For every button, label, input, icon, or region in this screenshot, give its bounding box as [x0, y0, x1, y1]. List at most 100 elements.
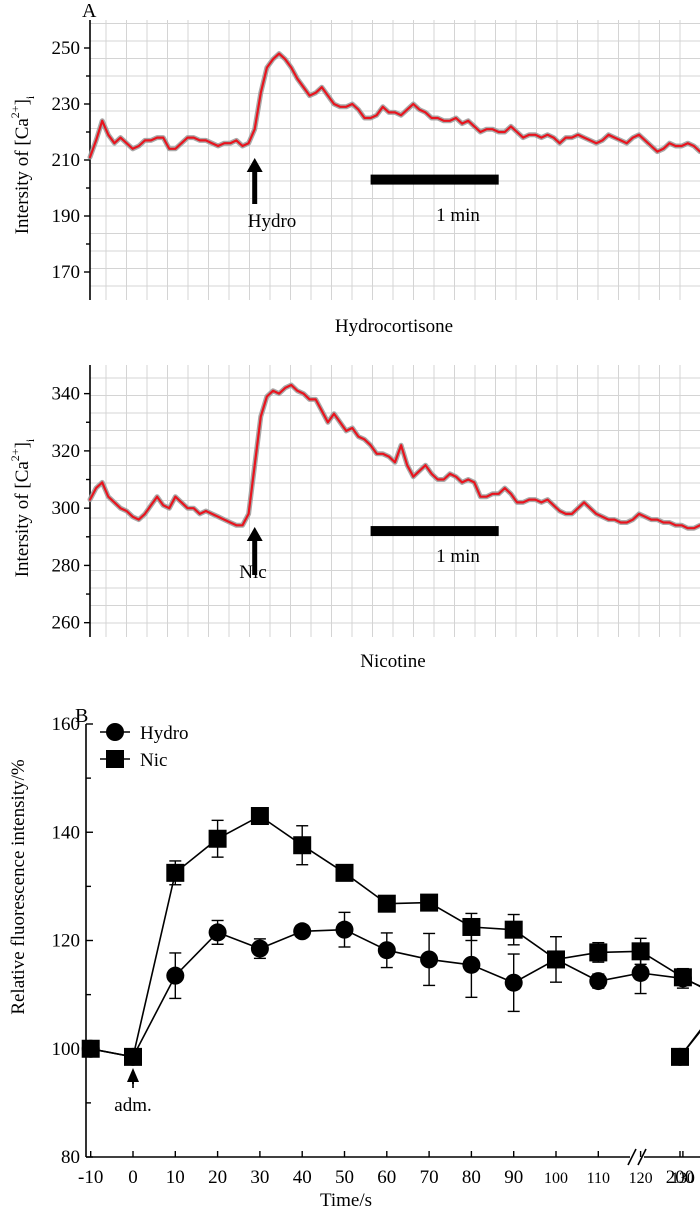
data-point — [293, 836, 312, 855]
data-point — [462, 955, 481, 974]
data-point — [504, 920, 523, 939]
data-point — [166, 863, 185, 882]
hydrocortisone-grid — [90, 20, 700, 300]
hydrocortisone-y-axis-label: Intersity of [Ca2+]i — [8, 95, 37, 234]
y-tick-label: 170 — [52, 262, 81, 283]
panel-label-b: B — [75, 705, 88, 727]
b-x-tick-label: 200 — [666, 1167, 695, 1188]
b-x-tick-label: 90 — [504, 1167, 523, 1188]
trace-line — [88, 383, 700, 530]
arrow-head — [246, 527, 263, 541]
b-y-tick-label: 140 — [52, 822, 81, 843]
b-x-tick-label: 70 — [420, 1167, 439, 1188]
y-tick-label: 190 — [52, 206, 81, 227]
data-point — [250, 939, 269, 958]
data-point — [335, 863, 354, 882]
data-point — [166, 966, 185, 985]
trace-shadow — [87, 382, 700, 531]
nicotine-grid — [90, 365, 700, 637]
arrow-shaft — [252, 170, 258, 204]
b-legend: Hydro Nic — [100, 723, 189, 771]
data-point — [631, 942, 650, 961]
b-x-tick-label: 110 — [587, 1170, 610, 1187]
b-x-tick-label: 30 — [250, 1167, 269, 1188]
data-point — [377, 894, 396, 913]
b-x-axis-label: Time/s — [320, 1190, 372, 1211]
data-point — [420, 950, 439, 969]
b-y-tick-label: 80 — [61, 1147, 80, 1168]
hydrocortisone-trace-panel: Intersity of [Ca2+]i 170 190 210 230 250 Hyd… — [8, 20, 700, 337]
nicotine-title: Nicotine — [360, 651, 425, 672]
arrow-shaft — [252, 539, 258, 575]
y-tick-label: 280 — [52, 555, 81, 576]
data-point — [377, 941, 396, 960]
axis-break-mark — [637, 1148, 647, 1166]
data-point — [547, 950, 565, 969]
data-point — [81, 1039, 100, 1058]
legend-marker — [106, 723, 124, 741]
b-y-axis-label: Relative fluorescence intensity/% — [8, 759, 29, 1015]
b-x-tick-label: 0 — [128, 1167, 138, 1188]
svg-text:Relative fluorescence intensit: Relative fluorescence intensity/% — [8, 759, 29, 1015]
nicotine-scale-bar — [370, 526, 499, 537]
y-tick-label: 250 — [52, 38, 81, 59]
axis-break-mark — [627, 1148, 637, 1166]
arrow-head — [246, 158, 263, 172]
adm-annotation: adm. — [114, 1095, 151, 1116]
arrow-head — [127, 1068, 139, 1082]
svg-text:Intersity of [Ca2+]i: Intersity of [Ca2+]i — [8, 438, 37, 577]
svg-text:Intersity of [Ca2+]i: Intersity of [Ca2+]i — [8, 95, 37, 234]
b-x-ticks: -100102030405060708090100110120130140200 — [78, 1151, 695, 1188]
b-x-tick-label: 120 — [629, 1170, 653, 1187]
trace-line — [88, 52, 700, 159]
b-x-tick-label: 10 — [166, 1167, 185, 1188]
b-x-tick-label: 130 — [671, 1170, 695, 1187]
data-point — [293, 922, 312, 941]
nicotine-scale-label: 1 min — [436, 546, 480, 567]
b-y-tick-label: 160 — [52, 714, 81, 735]
b-x-tick-label: 100 — [544, 1170, 568, 1187]
data-point — [462, 917, 481, 936]
trace-shadow — [87, 51, 700, 160]
b-x-tick-label: 40 — [293, 1167, 312, 1188]
legend-label: Hydro — [140, 723, 189, 744]
adm-arrow-icon — [127, 1068, 139, 1088]
data-point — [673, 968, 692, 987]
nicotine-y-axis-label: Intersity of [Ca2+]i — [8, 438, 37, 577]
b-y-tick-label: 120 — [52, 931, 81, 952]
data-point — [589, 972, 608, 991]
hydrocortisone-trace — [87, 51, 700, 160]
data-point — [124, 1047, 142, 1066]
b-x-tick-label: 60 — [377, 1167, 396, 1188]
y-tick-label: 210 — [52, 150, 81, 171]
b-x-tick-label: -10 — [78, 1167, 103, 1188]
data-point — [335, 920, 354, 939]
data-point — [208, 923, 227, 942]
b-x-tick-label: 50 — [335, 1167, 354, 1188]
nicotine-trace — [87, 382, 700, 531]
panel-label-a: A — [82, 0, 97, 22]
hydro-marker-label: Hydro — [248, 211, 297, 232]
y-tick-label: 340 — [52, 384, 81, 405]
data-point — [208, 829, 227, 848]
b-x-tick-label: 20 — [208, 1167, 227, 1188]
series-hydro — [81, 911, 700, 1066]
b-x-tick-label: 80 — [462, 1167, 481, 1188]
relative-fluorescence-chart: 80 100 120 140 160 -10 0 10 20 30 40 50 60 70 80 90 100… — [8, 714, 700, 1211]
nic-arrow-icon — [246, 527, 263, 575]
legend-label: Nic — [140, 750, 167, 771]
hydrocortisone-scale-label: 1 min — [436, 205, 480, 226]
data-point — [589, 943, 608, 962]
data-point — [671, 1047, 689, 1066]
nic-marker-label: Nic — [239, 562, 266, 583]
hydro-arrow-icon — [246, 158, 263, 204]
b-series — [81, 807, 700, 1066]
nicotine-y-ticks: 260 280 300 320 340 — [52, 365, 91, 637]
b-y-ticks: 80 100 120 140 160 — [52, 714, 93, 1168]
y-tick-label: 260 — [52, 613, 81, 634]
y-tick-label: 230 — [52, 94, 81, 115]
hydrocortisone-title: Hydrocortisone — [335, 316, 453, 337]
nicotine-trace-panel: Intersity of [Ca2+]i 260 280 300 320 340 Nic… — [8, 365, 700, 672]
hydrocortisone-scale-bar — [370, 174, 499, 185]
